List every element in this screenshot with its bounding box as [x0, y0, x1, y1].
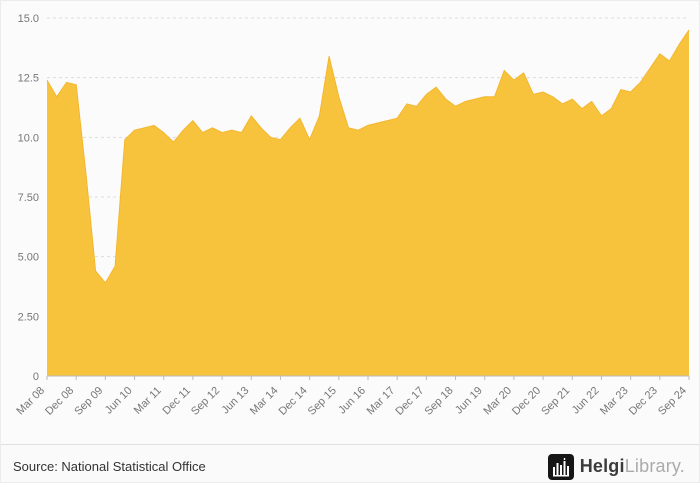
y-axis-label: 5.00	[18, 252, 39, 264]
brand-name-light: Library.	[624, 456, 685, 476]
x-axis-label: Jun 16	[336, 385, 368, 417]
x-axis-label: Mar 20	[481, 385, 514, 418]
chart-area-container: 0 2.50 5.00 7.50 10.0 12.5 15.0 Mar 08 Dec 08 Sep…	[1, 1, 699, 444]
y-axis-label: 0	[33, 371, 39, 383]
footer: Source: National Statistical Office Helg…	[1, 444, 699, 482]
x-axis-label: Dec 23	[627, 385, 660, 418]
x-axis-label: Jun 19	[453, 385, 485, 417]
x-axis-label: Mar 11	[132, 385, 164, 417]
x-axis-label: Jun 10	[103, 385, 135, 417]
y-axis-label: 10.0	[18, 132, 39, 144]
x-axis-label: Dec 14	[277, 385, 310, 418]
x-axis-label: Sep 09	[72, 385, 105, 418]
brand-name-bold: Helgi	[579, 456, 625, 476]
x-axis-label: Dec 20	[510, 385, 543, 418]
helgi-library-icon	[547, 453, 574, 480]
x-axis-label: Sep 21	[539, 385, 572, 418]
x-axis-label: Mar 17	[365, 385, 398, 418]
x-axis-label: Dec 11	[160, 385, 193, 418]
x-axis-label: Sep 24	[656, 385, 689, 418]
x-axis-label: Mar 08	[14, 385, 47, 418]
x-axis-label: Jun 22	[570, 385, 602, 417]
y-axis-label: 7.50	[18, 192, 39, 204]
x-axis-label: Sep 15	[306, 385, 339, 418]
y-axis-label: 15.0	[18, 13, 39, 25]
source-text: Source: National Statistical Office	[13, 459, 206, 474]
area-fill	[47, 29, 689, 377]
x-axis-label: Sep 12	[189, 385, 222, 418]
brand-wordmark: HelgiLibrary.	[580, 456, 685, 477]
y-axis-label: 2.50	[18, 311, 39, 323]
y-axis-label: 12.5	[18, 73, 39, 85]
x-axis-label: Dec 17	[393, 385, 426, 418]
x-axis-label: Dec 08	[43, 385, 76, 418]
area-outline	[46, 29, 690, 284]
x-axis-label: Mar 23	[598, 385, 631, 418]
x-axis-label: Mar 14	[248, 385, 281, 418]
x-axis-label: Jun 13	[220, 385, 252, 417]
brand-logo[interactable]: HelgiLibrary.	[547, 453, 685, 480]
x-axis-label: Sep 18	[423, 385, 456, 418]
